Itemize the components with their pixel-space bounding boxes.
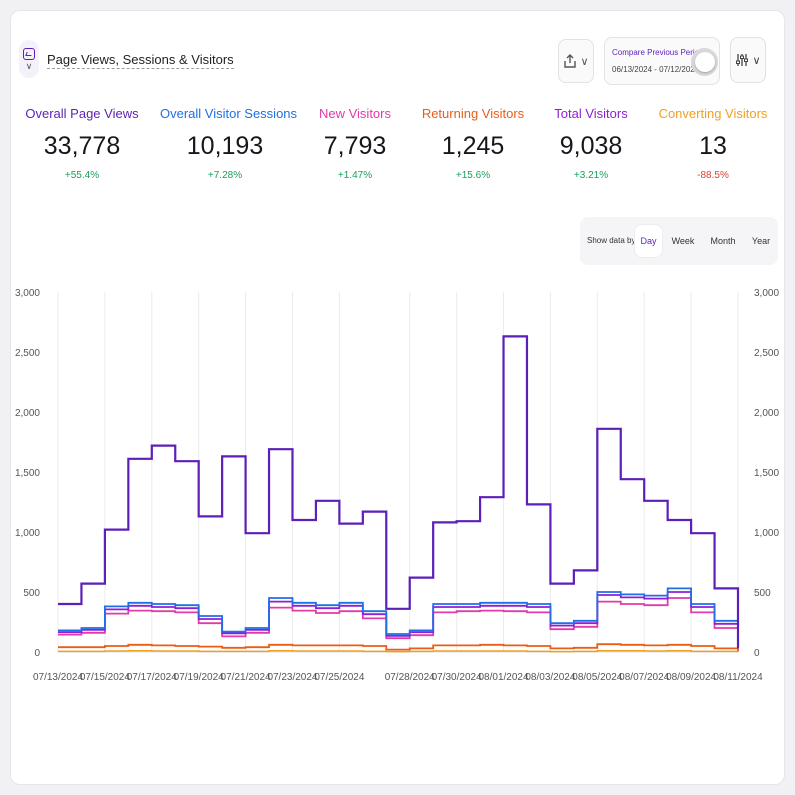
compare-toggle[interactable] bbox=[691, 48, 718, 76]
metric-value: 1,245 bbox=[441, 132, 505, 160]
y-tick-label-right: 2,000 bbox=[754, 408, 779, 419]
metric-value: 9,038 bbox=[559, 132, 623, 160]
x-tick-label: 07/17/2024 bbox=[127, 672, 177, 683]
card-title[interactable]: Page Views, Sessions & Visitors bbox=[47, 52, 234, 69]
x-tick-label: 07/19/2024 bbox=[174, 672, 224, 683]
metric-returning-visitors[interactable]: Returning Visitors 1,245 +15.6% bbox=[408, 106, 538, 181]
export-button[interactable]: ∨ bbox=[558, 39, 594, 83]
metric-change: -88.5% bbox=[697, 170, 729, 181]
metric-value: 33,778 bbox=[43, 132, 121, 160]
chevron-down-icon: ∨ bbox=[752, 54, 761, 67]
sliders-icon bbox=[736, 54, 749, 66]
y-tick-label-right: 2,500 bbox=[754, 348, 779, 359]
chevron-down-icon: ∨ bbox=[25, 61, 33, 71]
x-tick-label: 07/15/2024 bbox=[80, 672, 130, 683]
metric-change: +3.21% bbox=[573, 170, 609, 181]
x-tick-label: 07/28/2024 bbox=[385, 672, 435, 683]
y-tick-label-right: 3,000 bbox=[754, 288, 779, 299]
metric-page-views[interactable]: Overall Page Views 33,778 +55.4% bbox=[17, 106, 147, 181]
share-icon bbox=[564, 54, 577, 68]
compare-dates: 06/13/2024 - 07/12/2024 bbox=[612, 65, 700, 74]
metric-change: +7.28% bbox=[207, 170, 243, 181]
series-line-new-visitors bbox=[58, 597, 739, 649]
y-tick-label-left: 1,000 bbox=[15, 528, 40, 539]
period-year-button[interactable]: Year bbox=[751, 236, 771, 246]
settings-button[interactable]: ∨ bbox=[730, 37, 766, 83]
chevron-down-icon: ∨ bbox=[580, 55, 589, 68]
metric-converting-visitors[interactable]: Converting Visitors 13 -88.5% bbox=[648, 106, 778, 181]
series-line-total-visitors bbox=[58, 591, 739, 648]
metric-visitor-sessions[interactable]: Overall Visitor Sessions 10,193 +7.28% bbox=[160, 106, 298, 181]
y-tick-label-right: 1,000 bbox=[754, 528, 779, 539]
x-tick-label: 07/13/2024 bbox=[33, 672, 83, 683]
x-tick-label: 08/11/2024 bbox=[713, 672, 763, 683]
y-tick-label-left: 0 bbox=[34, 648, 40, 659]
x-tick-label: 08/01/2024 bbox=[478, 672, 528, 683]
metric-total-visitors[interactable]: Total Visitors 9,038 +3.21% bbox=[526, 106, 656, 181]
period-week-button[interactable]: Week bbox=[671, 236, 695, 246]
chart-type-icon[interactable]: ∨ bbox=[19, 40, 39, 78]
metric-label: New Visitors bbox=[318, 106, 391, 121]
x-tick-label: 08/03/2024 bbox=[525, 672, 575, 683]
metric-change: +1.47% bbox=[337, 170, 373, 181]
y-tick-label-right: 0 bbox=[754, 648, 760, 659]
x-tick-label: 07/21/2024 bbox=[221, 672, 271, 683]
y-tick-label-left: 3,000 bbox=[15, 288, 40, 299]
x-tick-label: 08/09/2024 bbox=[666, 672, 716, 683]
metric-label: Converting Visitors bbox=[658, 106, 768, 121]
y-tick-label-right: 500 bbox=[754, 588, 771, 599]
x-tick-label: 07/23/2024 bbox=[267, 672, 317, 683]
period-month-button[interactable]: Month bbox=[710, 236, 736, 246]
series-line-converting-visitors bbox=[58, 650, 739, 653]
metric-label: Total Visitors bbox=[554, 106, 628, 121]
series-line-returning-visitors bbox=[58, 643, 739, 652]
metric-value: 7,793 bbox=[323, 132, 387, 160]
y-tick-label-left: 2,000 bbox=[15, 408, 40, 419]
y-tick-label-left: 1,500 bbox=[15, 468, 40, 479]
metric-value: 10,193 bbox=[186, 132, 264, 160]
metric-label: Overall Page Views bbox=[25, 106, 139, 121]
x-tick-label: 07/25/2024 bbox=[314, 672, 364, 683]
x-tick-label: 08/07/2024 bbox=[619, 672, 669, 683]
period-selector: Show data by: Day Week Month Year bbox=[580, 217, 778, 265]
chart-card bbox=[10, 10, 785, 785]
x-tick-label: 07/30/2024 bbox=[432, 672, 482, 683]
y-tick-label-left: 2,500 bbox=[15, 348, 40, 359]
metric-value: 13 bbox=[699, 132, 727, 160]
y-tick-label-right: 1,500 bbox=[754, 468, 779, 479]
metric-change: +15.6% bbox=[455, 170, 491, 181]
metric-change: +55.4% bbox=[64, 170, 100, 181]
compare-label: Compare Previous Period bbox=[612, 48, 704, 57]
y-tick-label-left: 500 bbox=[23, 588, 40, 599]
metric-label: Overall Visitor Sessions bbox=[160, 106, 298, 121]
compare-previous-period[interactable]: Compare Previous Period 06/13/2024 - 07/… bbox=[604, 37, 720, 85]
x-tick-label: 08/05/2024 bbox=[572, 672, 622, 683]
series-line-overall-visitor-sessions bbox=[58, 587, 739, 648]
period-day-button[interactable]: Day bbox=[635, 225, 662, 257]
metric-new-visitors[interactable]: New Visitors 7,793 +1.47% bbox=[290, 106, 420, 181]
period-label: Show data by: bbox=[587, 236, 638, 245]
series-line-overall-page-views bbox=[58, 335, 740, 649]
metric-label: Returning Visitors bbox=[421, 106, 525, 121]
